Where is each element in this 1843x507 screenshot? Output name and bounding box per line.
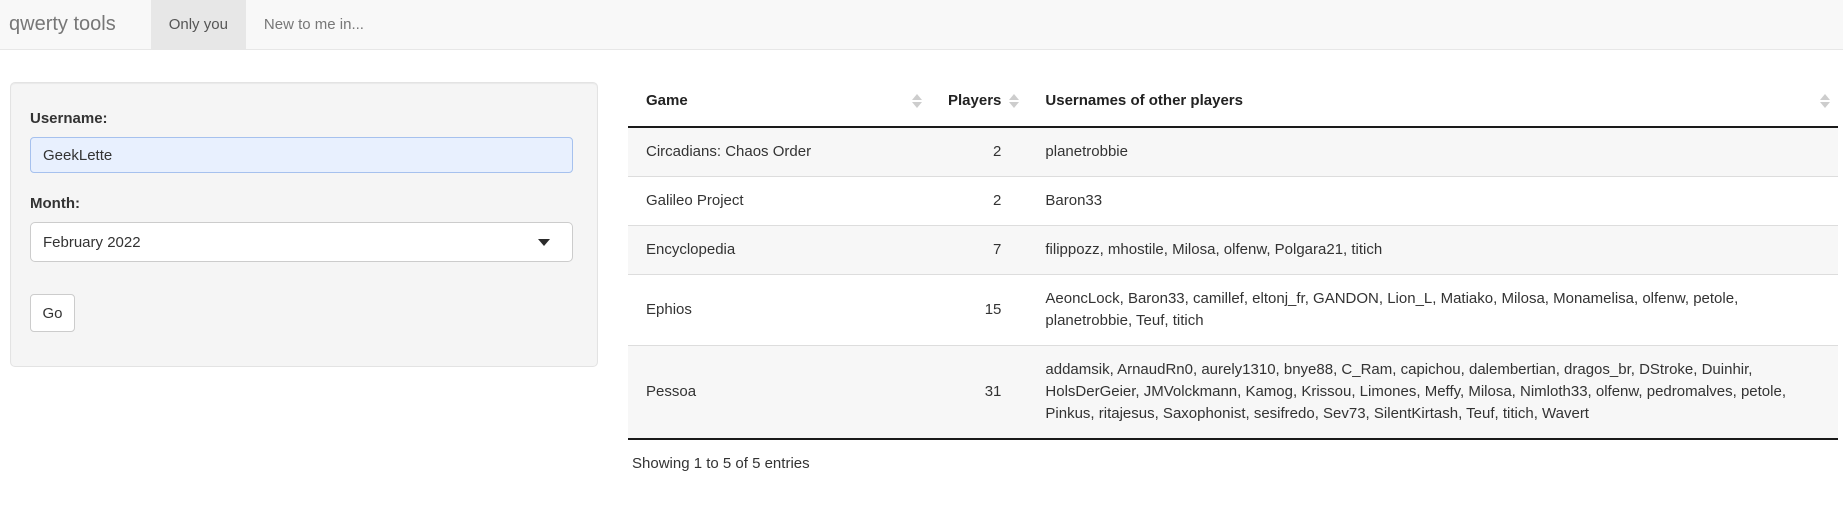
table-row: Galileo Project 2 Baron33 (628, 176, 1838, 226)
username-input[interactable] (30, 137, 573, 173)
game-cell: Circadians: Chaos Order (646, 143, 812, 160)
sort-arrows-icon (1009, 93, 1020, 108)
players-cell: 15 (930, 274, 1028, 346)
table-header-row: Game Players Usernames of other players (628, 75, 1838, 128)
game-cell: Ephios (628, 274, 930, 346)
players-cell: 7 (930, 225, 1028, 275)
column-header-game[interactable]: Game (628, 75, 930, 128)
sort-arrows-icon (912, 93, 922, 108)
usernames-cell: filippozz, mhostile, Milosa, olfenw, Pol… (1027, 225, 1838, 275)
month-select-value: February 2022 (43, 233, 141, 251)
month-label: Month: (30, 195, 80, 212)
entries-summary: Showing 1 to 5 of 5 entries (632, 455, 810, 472)
game-cell: Pessoa (628, 345, 930, 440)
column-header-players-label: Players (948, 92, 1002, 109)
nav-tab-1[interactable]: New to me in... (263, 16, 364, 33)
go-button[interactable]: Go (30, 294, 75, 332)
usernames-cell: planetrobbie (1045, 143, 1128, 160)
column-header-usernames-label: Usernames of other players (1045, 92, 1243, 109)
month-select[interactable]: February 2022 (30, 222, 573, 262)
players-cell: 2 (930, 176, 1028, 226)
nav-tabs: Only you New to me in... (150, 0, 382, 49)
table-row: Pessoa 31 addamsik, ArnaudRn0, aurely1310,… (628, 345, 1838, 440)
top-navbar: qwerty tools Only you New to me in... (0, 0, 1843, 50)
usernames-cell: Baron33 (1027, 176, 1838, 226)
username-label: Username: (30, 110, 108, 127)
players-cell: 2 (993, 143, 1002, 160)
table-row: Ephios 15 AeoncLock, Baron33, camillef, el… (628, 274, 1838, 346)
caret-down-icon (538, 239, 550, 246)
results-table: Game Players Usernames of other players … (628, 75, 1838, 440)
column-header-game-label: Game (646, 92, 688, 109)
table-row: Circadians: Chaos Order 2 planetrobbie (628, 127, 1838, 177)
query-form-panel: Username: Month: February 2022 Go (10, 82, 598, 367)
column-header-usernames[interactable]: Usernames of other players (1027, 75, 1838, 128)
brand-link[interactable]: qwerty tools (9, 13, 116, 35)
table-row: Encyclopedia 7 filippozz, mhostile, Milosa… (628, 225, 1838, 275)
sort-arrows-icon (1820, 93, 1830, 108)
game-cell: Encyclopedia (628, 225, 930, 275)
players-cell: 31 (930, 345, 1028, 440)
usernames-cell: addamsik, ArnaudRn0, aurely1310, bnye88,… (1027, 345, 1838, 440)
usernames-cell: AeoncLock, Baron33, camillef, eltonj_fr,… (1027, 274, 1838, 346)
column-header-players[interactable]: Players (930, 75, 1028, 128)
nav-tab-0[interactable]: Only you (150, 0, 246, 49)
results-table-container: Game Players Usernames of other players … (628, 75, 1838, 472)
game-cell: Galileo Project (628, 176, 930, 226)
